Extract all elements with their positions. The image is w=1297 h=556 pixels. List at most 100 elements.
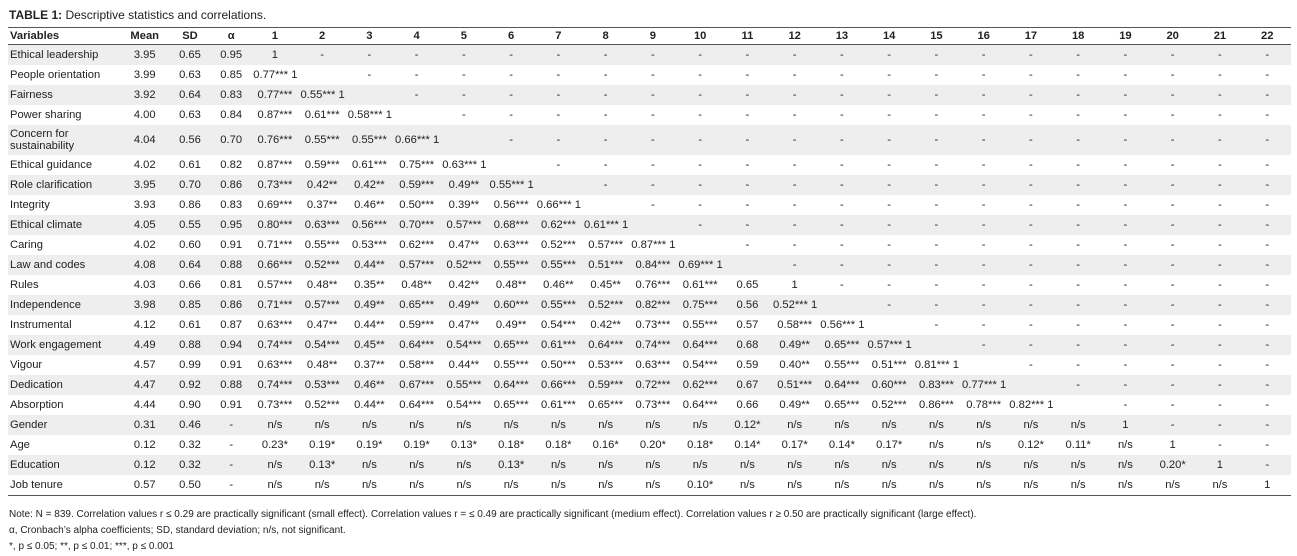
mean-cell: 0.57: [120, 475, 169, 496]
sd-cell: 0.55: [168, 215, 212, 235]
correlation-cell: -: [1243, 375, 1291, 395]
correlation-cell: -: [1218, 319, 1222, 331]
table-row: Gender 0.31 0.46- n/s n/s n/s n/s n/s n/s n/s n/s n…: [8, 415, 1291, 435]
correlation-cell: 0.74***: [251, 375, 299, 395]
correlation-cell: [1007, 375, 1055, 395]
correlation-cell: -: [509, 69, 514, 81]
correlation-cell: 0.46**: [345, 375, 394, 395]
header-cell: 22: [1243, 27, 1291, 45]
correlation-cell: -: [676, 44, 724, 65]
correlation-cell: -: [745, 159, 750, 171]
correlation-cell: -: [745, 109, 750, 121]
header-cell: 5: [440, 27, 488, 45]
correlation-cell: n/s: [393, 475, 441, 496]
correlation-cell: 0.66*** 1: [393, 125, 441, 155]
correlation-cell: -: [1265, 359, 1270, 371]
correlation-cell: -: [1101, 215, 1150, 235]
correlation-cell: [960, 355, 1007, 375]
correlation-cell: -: [1123, 159, 1128, 171]
correlation-cell: -: [981, 109, 986, 121]
correlation-cell: -: [865, 125, 913, 155]
correlation-cell: -: [462, 109, 466, 121]
correlation-cell: 0.84***: [629, 255, 677, 275]
correlation-cell: 0.44**: [448, 359, 480, 371]
correlation-cell: 0.12*: [723, 415, 772, 435]
correlation-cell: -: [771, 175, 819, 195]
variable-cell: Age: [10, 439, 30, 451]
correlation-cell: 0.52***: [304, 399, 340, 411]
correlation-cell: 0.66: [736, 399, 759, 411]
correlation-cell: -: [603, 159, 608, 171]
alpha-cell: 0.85: [220, 69, 243, 81]
correlation-cell: 0.63***: [257, 319, 293, 331]
correlation-cell: 0.23*: [261, 439, 288, 451]
sd-cell: 0.86: [179, 199, 201, 211]
correlation-cell: 0.73***: [257, 399, 293, 411]
correlation-cell: n/s: [865, 415, 913, 435]
alpha-cell: -: [211, 475, 252, 496]
variable-cell: Dedication: [8, 375, 121, 395]
header-cell: 18: [1054, 27, 1102, 45]
mean-cell: 4.05: [120, 215, 169, 235]
correlation-cell: -: [487, 44, 535, 65]
correlation-cell: 0.48**: [401, 279, 432, 291]
correlation-cell: 0.75***: [399, 159, 435, 171]
correlation-cell: 0.17*: [876, 439, 903, 451]
correlation-cell: 0.62***: [534, 215, 583, 235]
correlation-cell: -: [912, 175, 961, 195]
correlation-cell: [534, 175, 583, 195]
correlation-cell: -: [1007, 295, 1055, 315]
correlation-cell: 0.67***: [393, 375, 441, 395]
correlation-cell: -: [771, 44, 819, 65]
correlation-cell: -: [1243, 85, 1291, 105]
header-cell: 2: [298, 27, 346, 45]
sd-cell: 0.90: [179, 399, 201, 411]
correlation-cell: -: [1218, 69, 1222, 81]
mean-cell: 3.99: [133, 69, 156, 81]
correlation-cell: -: [840, 199, 844, 211]
correlation-cell: -: [981, 199, 986, 211]
table-row: Vigour 4.57 0.99 0.91 0.63*** 0.48** 0.37** 0.5…: [8, 355, 1291, 375]
variable-cell: Caring: [10, 239, 43, 251]
correlation-cell: 0.55***: [824, 359, 860, 371]
correlation-cell: -: [912, 125, 961, 155]
correlation-cell: -: [1029, 319, 1033, 331]
correlation-cell: n/s: [251, 475, 299, 496]
correlation-cell: 0.66*** 1: [536, 199, 581, 211]
correlation-cell: -: [1243, 415, 1291, 435]
correlation-cell: -: [1265, 439, 1270, 451]
correlation-cell: -: [865, 295, 913, 315]
correlation-cell: 0.63***: [298, 215, 346, 235]
variable-cell: Integrity: [10, 199, 50, 211]
correlation-cell: 0.44**: [354, 399, 385, 411]
correlation-cell: -: [629, 85, 677, 105]
correlation-cell: 0.82***: [629, 295, 677, 315]
correlation-cell: -: [1029, 109, 1033, 121]
variable-cell: Ethical leadership: [8, 44, 121, 65]
correlation-cell: 0.52***: [541, 239, 576, 251]
correlation-cell: 0.14*: [828, 439, 855, 451]
correlation-cell: 0.55***: [345, 125, 394, 155]
correlation-cell: 0.45**: [590, 279, 621, 291]
correlation-cell: -: [723, 175, 772, 195]
correlation-cell: 0.52*** 1: [771, 295, 819, 315]
correlation-cell: 0.76***: [251, 125, 299, 155]
correlation-cell: 1: [1101, 415, 1150, 435]
correlation-cell: -: [818, 255, 866, 275]
correlation-cell: -: [818, 215, 866, 235]
mean-cell: 3.92: [120, 85, 169, 105]
correlation-cell: 0.61***: [534, 335, 583, 355]
correlation-cell: 0.47**: [306, 319, 338, 331]
correlation-cell: [912, 335, 961, 355]
correlation-cell: 0.52***: [871, 399, 907, 411]
table-row: Power sharing 4.00 0.63 0.84 0.87*** 0.61*** 0…: [8, 105, 1291, 125]
correlation-cell: -: [1054, 44, 1102, 65]
correlation-cell: 0.53***: [588, 359, 624, 371]
correlation-cell: -: [1007, 85, 1055, 105]
variable-cell: Power sharing: [10, 109, 82, 121]
header-cell: 1: [251, 27, 299, 45]
header-cell: 15: [912, 27, 961, 45]
correlation-cell: -: [792, 69, 797, 81]
sd-cell: 0.63: [179, 69, 201, 81]
correlation-cell: -: [865, 255, 913, 275]
